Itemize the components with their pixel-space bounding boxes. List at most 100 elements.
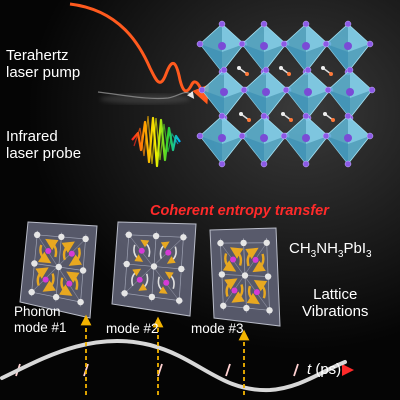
mode3-label: mode #3 <box>191 321 244 336</box>
motion-arrow <box>245 247 259 267</box>
cation-atom <box>136 276 143 283</box>
lattice-atom <box>28 288 35 296</box>
lead-atom <box>344 134 352 142</box>
lattice-atom <box>217 239 224 247</box>
transfer-title: Coherent entropy transfer <box>150 203 329 219</box>
iodine-atom <box>218 160 226 168</box>
lattice-atom <box>31 260 38 267</box>
iodine-atom <box>302 20 310 28</box>
motion-arrow <box>133 244 144 262</box>
lattice-atom <box>180 234 187 241</box>
motion-arrow <box>252 253 266 273</box>
lead-atom <box>304 88 312 96</box>
cation-atom <box>42 276 49 283</box>
lattice-atom <box>241 272 249 279</box>
motion-arrow <box>59 277 73 296</box>
chemical-formula: CH3NH3PbI3 <box>289 240 372 260</box>
iodine-atom <box>322 132 330 140</box>
time-axis-arrowhead <box>342 364 354 376</box>
lattice-atom <box>77 298 84 306</box>
lattice-atom <box>150 263 158 270</box>
motion-arrow <box>164 271 175 289</box>
iodine-atom <box>220 66 228 74</box>
iodine-atom <box>366 40 374 48</box>
formula-label: CH3NH3PbI3 <box>289 240 372 263</box>
methylammonium-cation <box>279 66 291 76</box>
octahedron <box>322 112 374 168</box>
motion-arrow <box>37 244 52 264</box>
lattice-atom <box>218 271 226 278</box>
lattice-atom <box>82 235 89 243</box>
iodine-atom <box>344 160 352 168</box>
lattice-atom <box>148 293 156 301</box>
lead-atom <box>346 88 354 96</box>
infrared-probe-pulse <box>131 115 181 168</box>
octahedron <box>282 66 334 122</box>
octahedron <box>196 112 248 168</box>
motion-arrow <box>166 246 177 264</box>
lattice-atom <box>152 232 160 240</box>
motion-arrow <box>68 247 83 266</box>
octahedron <box>280 112 332 168</box>
motion-arrow <box>66 271 80 291</box>
lattice-atom <box>243 304 250 312</box>
cation-atom <box>68 250 75 257</box>
cation-atom <box>165 249 172 256</box>
lead-atom <box>262 88 270 96</box>
lead-atom <box>260 134 268 142</box>
cation-atom <box>231 287 238 294</box>
lattice-atom <box>55 263 62 271</box>
octahedron <box>324 66 376 122</box>
lattice-panel <box>209 227 281 327</box>
methylammonium-cation <box>281 112 293 122</box>
motion-arrow <box>131 268 142 287</box>
iodine-atom <box>238 132 246 140</box>
iodine-atom <box>262 66 270 74</box>
motion-arrow <box>61 241 75 261</box>
octahedron <box>238 112 290 168</box>
lead-atom <box>220 88 228 96</box>
motion-arrow <box>224 278 238 297</box>
iodine-atom <box>346 66 354 74</box>
cation-atom <box>230 256 237 263</box>
iodine-atom <box>218 112 226 120</box>
octahedron <box>196 20 248 76</box>
pump-label: Terahertz laser pump <box>6 47 81 81</box>
octahedron <box>240 66 292 122</box>
iodine-atom <box>280 132 288 140</box>
cation-atom <box>252 256 259 263</box>
lattice-atom <box>79 267 87 274</box>
lattice-atom <box>176 297 183 304</box>
lead-atom <box>218 42 226 50</box>
lattice-atom <box>58 233 65 241</box>
motion-arrow <box>157 276 168 294</box>
iodine-atom <box>260 112 268 120</box>
time-axis-label: t (ps) <box>307 361 342 378</box>
iodine-atom <box>260 160 268 168</box>
octahedron <box>322 20 374 76</box>
lead-atom <box>344 42 352 50</box>
motion-arrow <box>140 239 151 258</box>
phonon-wave <box>0 339 347 393</box>
lattice-vibration-panels <box>19 221 281 327</box>
lattice-atom <box>121 290 128 297</box>
lattice-panel <box>111 221 197 317</box>
lattice-atom <box>33 231 41 239</box>
motion-arrow <box>230 247 244 266</box>
motion-arrow <box>253 279 268 299</box>
octahedron <box>280 20 332 76</box>
iodine-atom <box>302 112 310 120</box>
probe-label: Infrared laser probe <box>6 128 82 162</box>
lattice-atom <box>263 239 270 246</box>
iodine-atom <box>304 66 312 74</box>
cation-atom <box>253 289 260 296</box>
lattice-atom <box>220 302 227 309</box>
octahedron <box>198 66 250 122</box>
motion-arrow <box>222 253 237 272</box>
perovskite-crystal-structure <box>196 20 376 168</box>
lead-atom <box>302 134 310 142</box>
motion-arrow <box>159 241 170 259</box>
iodine-atom <box>260 20 268 28</box>
iodine-atom <box>302 160 310 168</box>
methylammonium-cation <box>237 66 249 76</box>
